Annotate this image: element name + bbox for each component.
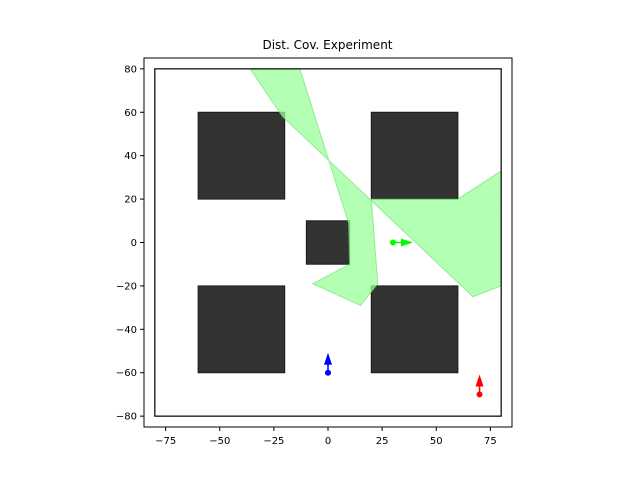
y-tick-label: −40: [116, 325, 137, 336]
agent-green-arrow-head: [400, 238, 413, 247]
y-tick-label: 40: [124, 151, 137, 162]
y-axis: −80 −60 −40 −20 0 20 40 60 80: [116, 64, 144, 423]
x-tick-label: 50: [430, 436, 443, 447]
plot-area: [143, 57, 513, 428]
obstacle-4: [197, 285, 286, 374]
environment-boundary: [154, 68, 502, 417]
agent-red-arrow-head: [475, 374, 484, 387]
y-tick-label: −20: [116, 281, 137, 292]
obstacle-2: [370, 111, 459, 200]
y-tick-label: 20: [124, 195, 137, 206]
y-tick-label: 80: [124, 64, 137, 75]
agent-blue-arrow-head: [324, 352, 332, 365]
obstacle-5: [370, 285, 459, 374]
obstacle-3: [305, 220, 351, 265]
coverage-region: [249, 68, 502, 307]
y-tick-label: −80: [116, 412, 137, 423]
obstacle-1: [197, 111, 286, 200]
x-tick-label: 75: [484, 436, 497, 447]
y-tick-label: 60: [124, 108, 137, 119]
y-tick-label: −60: [116, 368, 137, 379]
x-tick-label: 25: [376, 436, 389, 447]
y-tick-label: 0: [131, 238, 137, 249]
x-tick-label: −25: [263, 436, 284, 447]
chart-title: Dist. Cov. Experiment: [262, 38, 392, 52]
x-tick-label: −50: [209, 436, 230, 447]
x-axis: −75 −50 −25 0 25 50 75: [155, 427, 497, 447]
x-tick-label: −75: [155, 436, 176, 447]
x-tick-label: 0: [325, 436, 331, 447]
